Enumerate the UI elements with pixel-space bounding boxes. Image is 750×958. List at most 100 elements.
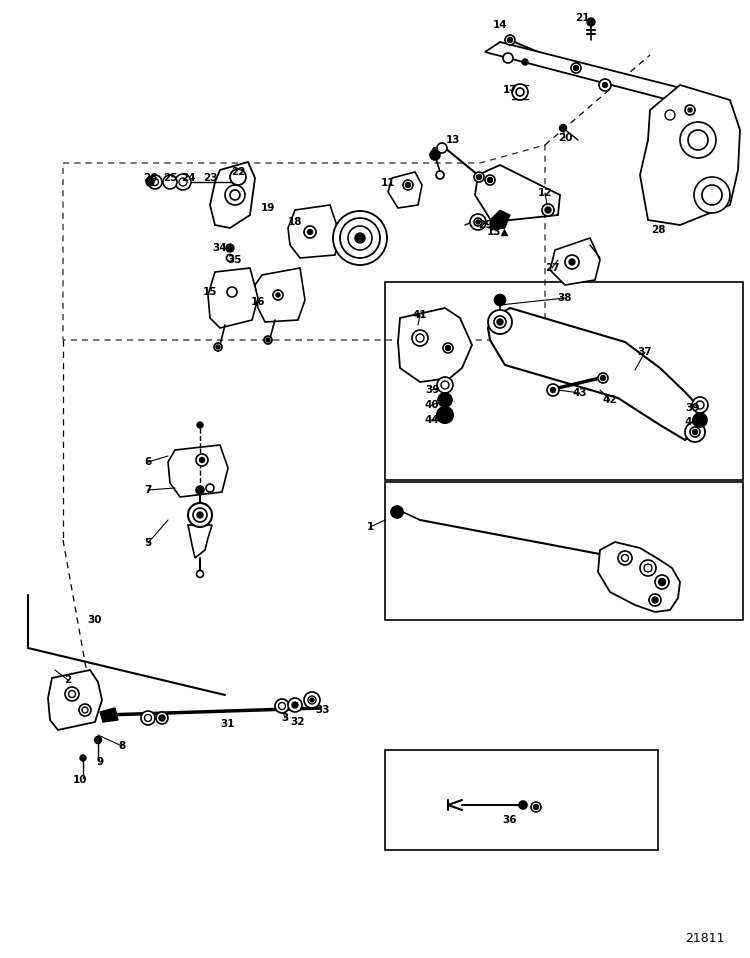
Circle shape — [560, 125, 566, 131]
Circle shape — [193, 508, 207, 522]
Text: 4: 4 — [429, 147, 436, 157]
Text: 35: 35 — [228, 255, 242, 265]
Circle shape — [649, 594, 661, 606]
Text: 39: 39 — [685, 403, 699, 413]
Circle shape — [652, 597, 658, 603]
Polygon shape — [288, 205, 340, 258]
Circle shape — [547, 384, 559, 396]
Circle shape — [179, 178, 187, 186]
Text: 20: 20 — [558, 133, 572, 143]
Text: 21811: 21811 — [686, 931, 724, 945]
Text: 18: 18 — [288, 217, 302, 227]
Circle shape — [275, 699, 289, 713]
Circle shape — [644, 564, 652, 572]
Polygon shape — [550, 238, 600, 285]
Text: 28: 28 — [651, 225, 665, 235]
Circle shape — [273, 290, 283, 300]
Circle shape — [494, 294, 506, 306]
Text: 12: 12 — [538, 188, 552, 198]
Circle shape — [197, 512, 203, 518]
Text: 19: 19 — [261, 203, 275, 213]
Polygon shape — [485, 42, 720, 112]
Circle shape — [508, 37, 512, 42]
Circle shape — [474, 218, 482, 226]
Circle shape — [565, 255, 579, 269]
Circle shape — [82, 707, 88, 713]
Circle shape — [680, 122, 716, 158]
Circle shape — [665, 110, 675, 120]
Circle shape — [503, 53, 513, 63]
Circle shape — [470, 214, 486, 230]
Circle shape — [278, 702, 286, 710]
Text: 29: 29 — [478, 220, 492, 230]
Text: 13: 13 — [446, 135, 460, 145]
Text: 26: 26 — [142, 173, 158, 183]
Circle shape — [658, 579, 665, 585]
Circle shape — [599, 79, 611, 91]
Circle shape — [264, 336, 272, 344]
Circle shape — [308, 696, 316, 704]
Circle shape — [476, 174, 482, 179]
Circle shape — [276, 293, 280, 297]
Circle shape — [545, 207, 551, 213]
Text: 1: 1 — [366, 522, 374, 532]
Circle shape — [308, 230, 313, 235]
Text: 8: 8 — [118, 741, 125, 751]
Text: 37: 37 — [638, 347, 652, 357]
Text: 24: 24 — [181, 173, 195, 183]
Circle shape — [80, 755, 86, 761]
Circle shape — [391, 506, 403, 518]
Text: 31: 31 — [220, 719, 236, 729]
Text: 42: 42 — [603, 395, 617, 405]
Bar — [385, 482, 743, 620]
Polygon shape — [168, 445, 228, 497]
Text: 3: 3 — [281, 713, 289, 723]
Circle shape — [516, 88, 524, 96]
Text: 17: 17 — [503, 85, 518, 95]
Circle shape — [188, 503, 212, 527]
Circle shape — [436, 171, 444, 179]
Circle shape — [216, 345, 220, 349]
Text: 32: 32 — [291, 717, 305, 727]
Circle shape — [488, 310, 512, 334]
Circle shape — [266, 338, 270, 342]
Circle shape — [159, 715, 165, 721]
Circle shape — [68, 691, 76, 697]
Text: 5: 5 — [144, 538, 152, 548]
Circle shape — [355, 233, 365, 243]
Circle shape — [655, 575, 669, 589]
Circle shape — [690, 427, 700, 437]
Text: 39: 39 — [424, 385, 439, 395]
Circle shape — [531, 802, 541, 812]
Polygon shape — [640, 85, 740, 225]
Text: 14: 14 — [493, 20, 507, 30]
Text: 15: 15 — [202, 287, 217, 297]
Circle shape — [485, 175, 495, 185]
Text: 25: 25 — [163, 173, 177, 183]
Text: 40: 40 — [424, 400, 439, 410]
Circle shape — [685, 422, 705, 442]
Polygon shape — [388, 172, 422, 208]
Circle shape — [522, 59, 528, 65]
Circle shape — [406, 183, 410, 188]
Text: 10: 10 — [73, 775, 87, 785]
Text: 11: 11 — [381, 178, 395, 188]
Polygon shape — [398, 308, 472, 382]
Polygon shape — [255, 268, 305, 322]
Circle shape — [598, 373, 608, 383]
Polygon shape — [48, 670, 102, 730]
Circle shape — [175, 174, 191, 190]
Circle shape — [412, 330, 428, 346]
Circle shape — [685, 105, 695, 115]
Text: 34: 34 — [213, 243, 227, 253]
Circle shape — [65, 687, 79, 701]
Polygon shape — [188, 525, 212, 558]
Text: 38: 38 — [558, 293, 572, 303]
Text: 27: 27 — [544, 263, 560, 273]
Bar — [385, 282, 743, 480]
Circle shape — [618, 551, 632, 565]
Text: 22: 22 — [231, 167, 245, 177]
Circle shape — [494, 316, 506, 328]
Circle shape — [163, 175, 177, 189]
Text: 43: 43 — [573, 388, 587, 398]
